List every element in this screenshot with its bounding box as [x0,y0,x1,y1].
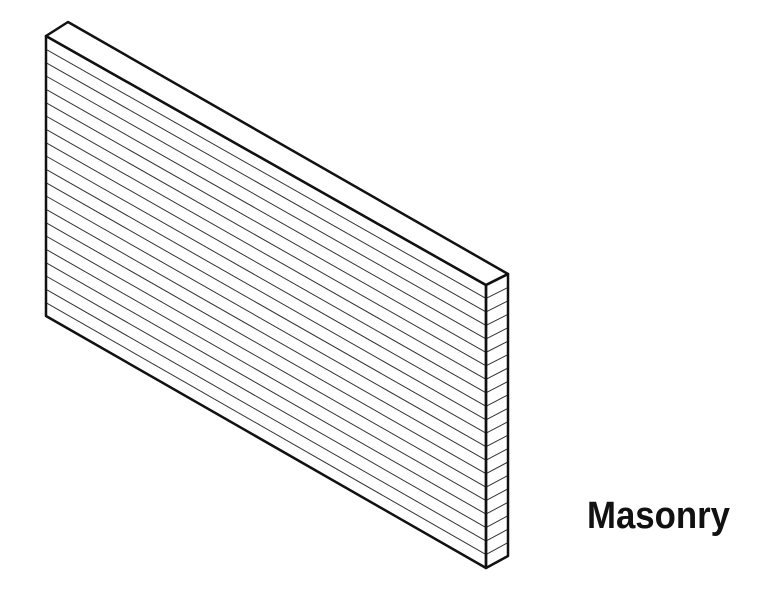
course-line [45,288,487,542]
course-line-end [485,501,509,515]
course-line [45,88,487,340]
course-line-end [485,313,509,326]
course-line-end [485,300,509,313]
course-line [45,195,487,448]
course-line-end [485,367,509,380]
course-line [45,182,487,434]
course-line-end [485,474,509,488]
course-line [45,75,487,326]
course-line [45,302,487,555]
course-line-end [485,340,509,353]
end-face [484,272,510,570]
course-line [45,248,487,502]
course-line-end [485,380,509,394]
courses [45,48,509,555]
course-line [45,48,487,299]
course-line [45,128,487,380]
course-line-end [485,434,509,448]
course-line [45,62,487,313]
course-line [45,142,487,394]
course-line-end [485,488,509,502]
course-line-end [485,286,509,299]
label: Masonry [587,495,730,537]
course-line-end [485,327,509,340]
course-line [45,262,487,515]
top-face [44,20,510,287]
course-line [45,235,487,488]
course-line [45,168,487,421]
course-line [45,102,487,353]
course-line-end [485,394,509,407]
course-line-end [485,448,509,461]
course-line [45,222,487,475]
course-line [45,155,487,407]
course-line-end [485,461,509,475]
course-line [45,208,487,461]
course-line-end [485,515,509,529]
course-line-end [485,407,509,421]
course-line-end [485,542,509,555]
course-line [45,275,487,529]
course-line [45,115,487,367]
course-line-end [485,528,509,542]
course-line-end [485,354,509,367]
course-line-end [485,421,509,434]
